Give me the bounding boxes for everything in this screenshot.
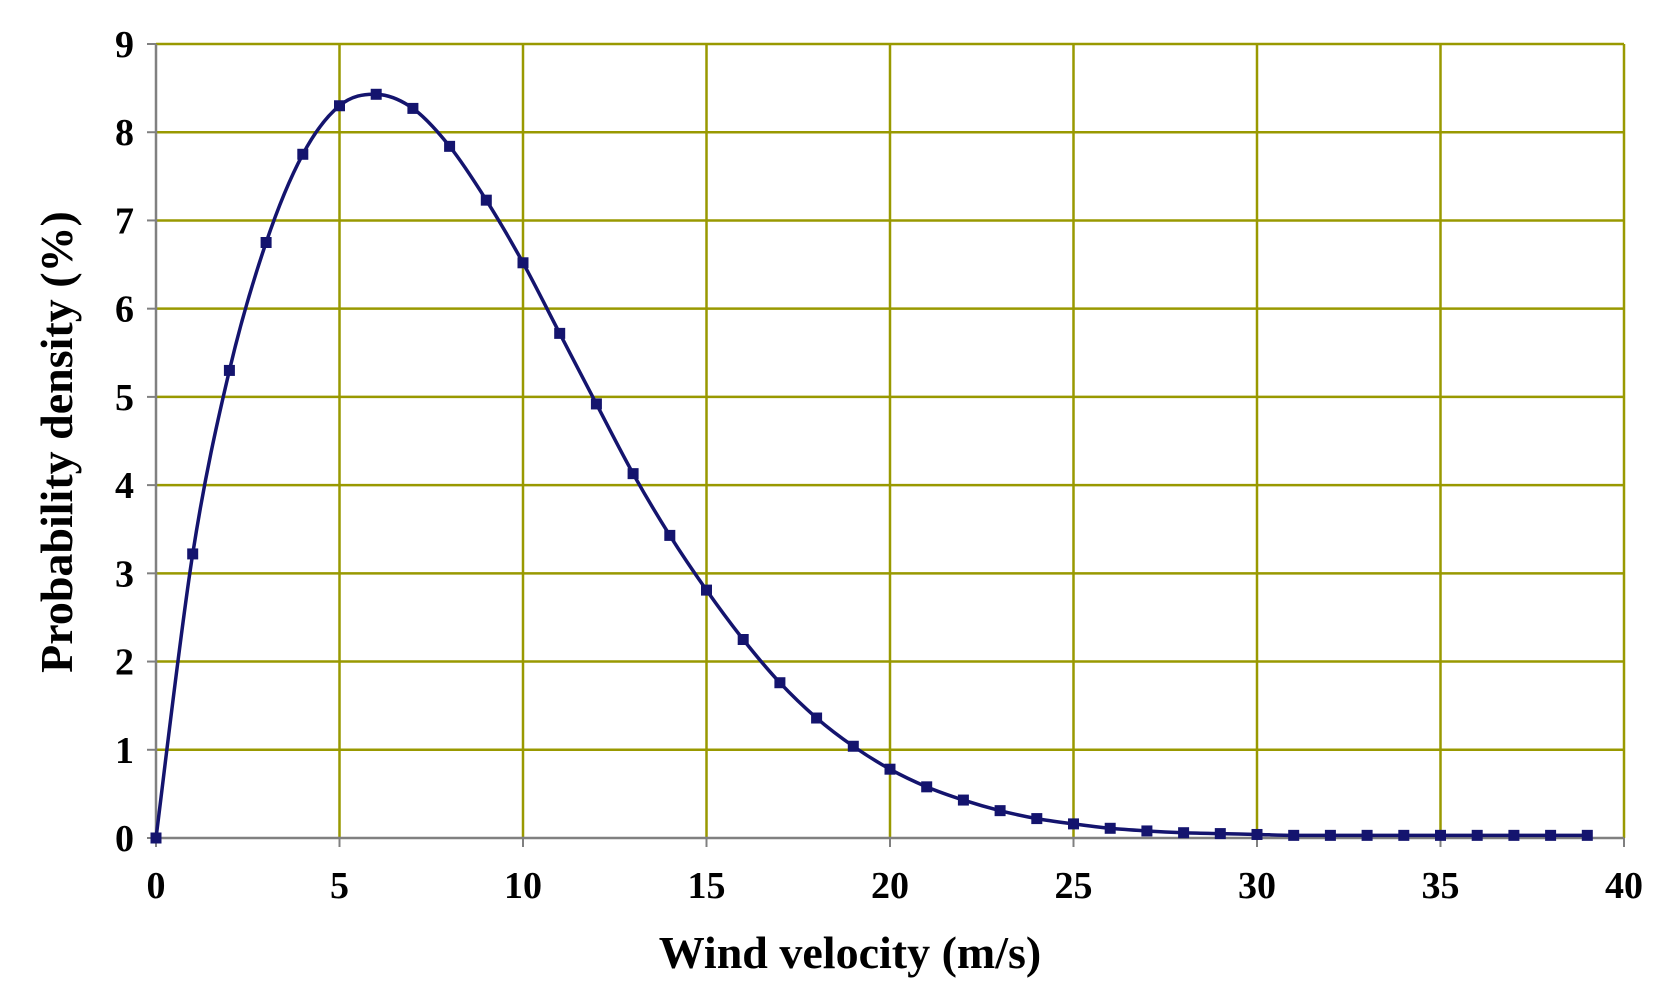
data-point-marker xyxy=(627,468,639,480)
data-point-marker xyxy=(480,194,492,206)
y-tick-label: 4 xyxy=(115,465,134,507)
data-point-marker xyxy=(1178,827,1190,839)
data-point-marker xyxy=(1471,829,1483,841)
y-tick-label: 5 xyxy=(115,377,134,419)
y-tick-label: 7 xyxy=(115,200,134,242)
data-point-marker xyxy=(1141,825,1153,837)
data-point-marker xyxy=(223,364,235,376)
data-point-marker xyxy=(957,794,969,806)
data-point-marker xyxy=(407,102,419,114)
data-point-marker xyxy=(590,398,602,410)
y-tick-label: 2 xyxy=(115,642,134,684)
y-axis-title: Probability density (%) xyxy=(31,211,82,673)
data-point-marker xyxy=(1251,828,1263,840)
data-point-marker xyxy=(1214,828,1226,840)
y-tick-label: 8 xyxy=(115,112,134,154)
data-point-marker xyxy=(1324,829,1336,841)
data-point-marker xyxy=(297,148,309,160)
data-point-marker xyxy=(370,88,382,100)
x-tick-label: 0 xyxy=(147,865,166,907)
y-tick-label: 1 xyxy=(115,730,134,772)
x-tick-label: 15 xyxy=(688,865,726,907)
data-point-marker xyxy=(260,237,272,248)
data-point-marker xyxy=(811,712,823,724)
y-tick-label: 3 xyxy=(115,553,134,595)
data-point-marker xyxy=(1031,813,1043,825)
grid-layer xyxy=(156,42,1626,838)
data-point-marker xyxy=(1068,818,1079,830)
data-point-marker xyxy=(1508,829,1520,841)
y-tick-label: 0 xyxy=(115,818,134,860)
x-tick-label: 35 xyxy=(1422,865,1460,907)
series-line xyxy=(154,92,1588,839)
data-point-marker xyxy=(701,584,712,596)
data-point-marker xyxy=(1398,829,1410,841)
data-point-marker xyxy=(921,781,933,793)
data-point-marker xyxy=(774,677,786,689)
label-layer: 0 1 2 3 4 5 6 7 8 9 0 5 10 15 20 25 30 35 40 xyxy=(115,24,1643,907)
x-tick-label: 10 xyxy=(504,865,542,907)
data-point-marker xyxy=(150,832,162,844)
data-point-marker xyxy=(847,740,859,752)
x-tick-label: 40 xyxy=(1605,865,1643,907)
x-tick-label: 20 xyxy=(871,865,909,907)
series-layer xyxy=(150,88,1593,844)
data-point-marker xyxy=(994,805,1006,817)
data-point-marker xyxy=(664,529,676,541)
data-point-marker xyxy=(884,763,896,775)
data-point-marker xyxy=(334,100,345,112)
data-point-marker xyxy=(554,327,566,339)
x-axis-title: Wind velocity (m/s) xyxy=(659,927,1041,978)
x-tick-label: 30 xyxy=(1238,865,1276,907)
data-point-marker xyxy=(1288,829,1300,841)
x-tick-label: 25 xyxy=(1055,865,1093,907)
data-point-marker xyxy=(1545,829,1557,841)
data-point-marker xyxy=(1361,829,1373,841)
data-point-marker xyxy=(1104,822,1116,834)
data-point-marker xyxy=(517,257,529,269)
data-point-marker xyxy=(737,634,749,645)
data-point-marker xyxy=(1435,829,1446,841)
axis-layer xyxy=(147,43,1625,847)
y-tick-label: 9 xyxy=(115,24,134,66)
data-point-marker xyxy=(1581,829,1593,841)
x-tick-label: 5 xyxy=(330,865,349,907)
data-point-marker xyxy=(187,548,199,560)
y-tick-label: 6 xyxy=(115,289,134,331)
data-point-marker xyxy=(444,140,456,152)
